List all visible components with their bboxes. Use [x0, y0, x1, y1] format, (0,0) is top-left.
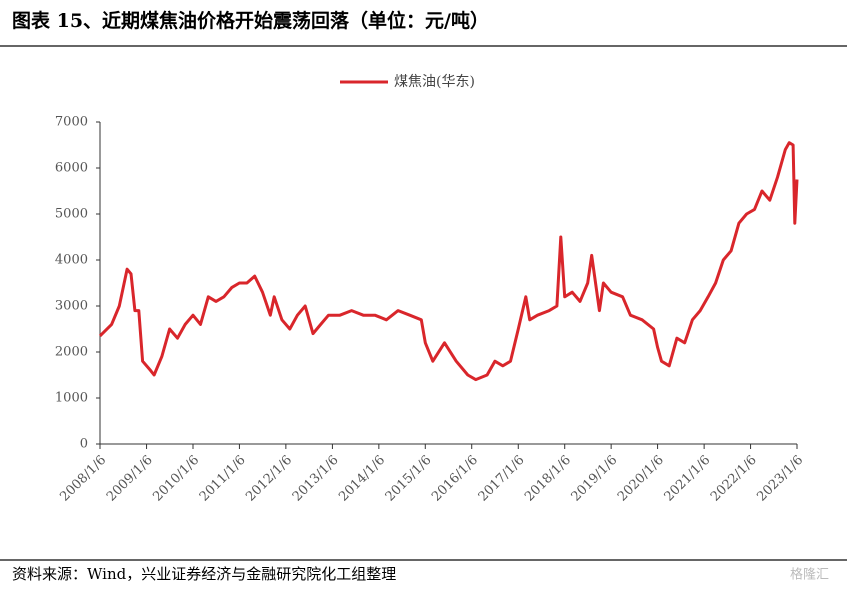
data-line: [98, 141, 799, 382]
x-tick-label: 2012/1/6: [243, 453, 295, 505]
legend-label: 煤焦油(华东): [394, 74, 475, 90]
x-tick-label: 2010/1/6: [150, 453, 202, 505]
y-tick-label: 1000: [55, 391, 88, 406]
x-tick-label: 2022/1/6: [708, 453, 760, 505]
y-tick-label: 0: [80, 437, 88, 452]
y-tick-label: 5000: [55, 207, 88, 222]
x-tick-label: 2018/1/6: [522, 453, 574, 505]
x-tick-label: 2015/1/6: [383, 453, 435, 505]
chart-title: 图表 15、近期煤焦油价格开始震荡回落（单位：元/吨）: [12, 9, 489, 32]
x-tick-label: 2020/1/6: [615, 453, 667, 505]
x-tick-label: 2011/1/6: [197, 453, 249, 505]
x-tick-label: 2021/1/6: [662, 453, 714, 505]
x-tick-label: 2016/1/6: [429, 453, 481, 505]
x-tick-label: 2008/1/6: [57, 453, 109, 505]
y-tick-label: 2000: [55, 345, 88, 360]
x-tick-label: 2014/1/6: [336, 453, 388, 505]
source-note: 资料来源：Wind，兴业证券经济与金融研究院化工组整理: [12, 565, 396, 583]
x-tick-label: 2009/1/6: [104, 453, 156, 505]
x-tick-label: 2017/1/6: [476, 453, 528, 505]
y-tick-label: 6000: [55, 161, 88, 176]
y-tick-label: 4000: [55, 253, 88, 268]
x-tick-label: 2019/1/6: [569, 453, 621, 505]
y-tick-label: 7000: [55, 115, 88, 130]
x-tick-label: 2013/1/6: [290, 453, 342, 505]
watermark: 格隆汇: [790, 567, 829, 583]
x-tick-label: 2023/1/6: [754, 453, 806, 505]
y-tick-label: 3000: [55, 299, 88, 314]
